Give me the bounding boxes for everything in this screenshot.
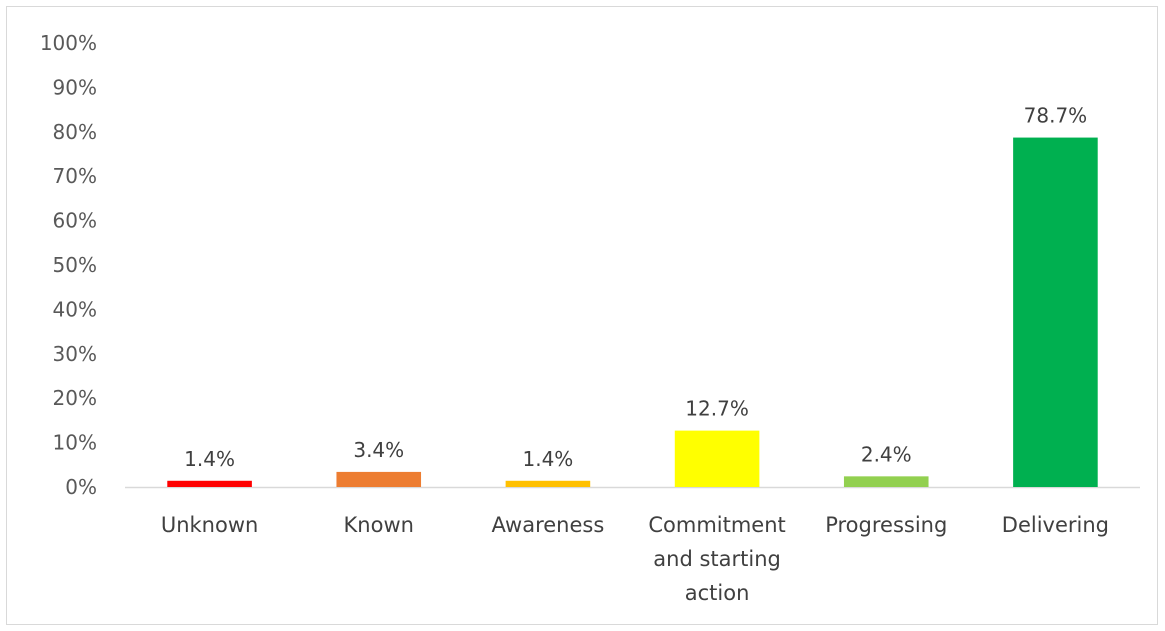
- data-label: 1.4%: [184, 447, 235, 471]
- x-category-label: Known: [344, 513, 414, 537]
- x-category-label: Progressing: [825, 513, 947, 537]
- x-category-label: Unknown: [161, 513, 258, 537]
- y-tick-label: 50%: [53, 253, 97, 277]
- x-category-label: and starting: [653, 547, 781, 571]
- y-tick-label: 20%: [53, 386, 97, 410]
- chart-frame: [6, 6, 1158, 625]
- data-label: 1.4%: [523, 447, 574, 471]
- data-label: 78.7%: [1024, 104, 1088, 128]
- x-category-label: Delivering: [1002, 513, 1109, 537]
- bar-awareness: [505, 480, 591, 487]
- bar-commitment-and-starting-action: [674, 430, 760, 487]
- y-tick-label: 80%: [53, 120, 97, 144]
- data-label: 2.4%: [861, 442, 912, 466]
- bar-unknown: [167, 480, 252, 487]
- x-category-label: Awareness: [492, 513, 605, 537]
- y-tick-label: 30%: [53, 342, 97, 366]
- x-category-label: Commitment: [648, 513, 785, 537]
- bar-delivering: [1013, 137, 1098, 487]
- y-tick-label: 70%: [53, 164, 97, 188]
- data-label: 12.7%: [685, 397, 749, 421]
- data-label: 3.4%: [353, 438, 404, 462]
- y-tick-label: 0%: [65, 475, 97, 499]
- y-tick-label: 40%: [53, 297, 97, 321]
- bar-progressing: [843, 476, 929, 487]
- x-category-label: action: [685, 581, 750, 605]
- y-tick-label: 10%: [53, 431, 97, 455]
- bar-known: [336, 471, 422, 487]
- y-tick-label: 90%: [53, 75, 97, 99]
- y-tick-label: 100%: [40, 31, 97, 55]
- y-tick-label: 60%: [53, 209, 97, 233]
